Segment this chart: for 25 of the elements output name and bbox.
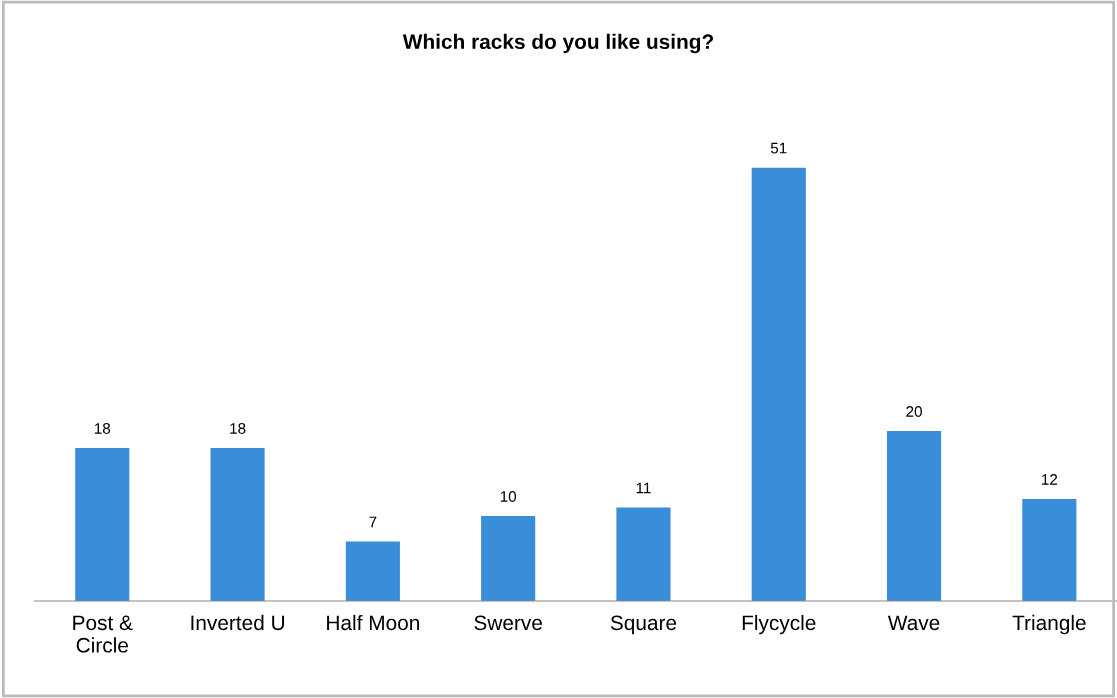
data-label: 11 — [636, 482, 651, 494]
data-label: 18 — [94, 423, 111, 434]
bar — [751, 167, 806, 601]
x-tick-label: Inverted U — [191, 614, 285, 631]
bar — [210, 448, 265, 601]
data-label: 12 — [1042, 474, 1058, 485]
x-tick-label: Triangle — [1012, 614, 1086, 635]
x-tick-label: Swerve — [474, 615, 542, 631]
data-label: 7 — [369, 516, 377, 528]
data-label: 51 — [770, 142, 787, 154]
x-tick-label: Square — [610, 615, 677, 635]
x-tick-label: Post & Circle — [73, 615, 133, 653]
bar — [345, 541, 400, 601]
data-label: 10 — [500, 491, 517, 502]
chart-title: Which racks do you like using? — [402, 33, 714, 54]
x-tick-label: Half Moon — [327, 614, 419, 631]
x-tick-label: Flycycle — [742, 614, 816, 635]
bar — [616, 507, 671, 601]
bar — [75, 448, 130, 601]
bar — [887, 431, 942, 601]
data-label: 20 — [906, 406, 922, 417]
bar — [1022, 499, 1077, 601]
x-tick-label: Wave — [887, 615, 940, 631]
data-label: 18 — [230, 423, 246, 434]
bar — [481, 516, 536, 601]
